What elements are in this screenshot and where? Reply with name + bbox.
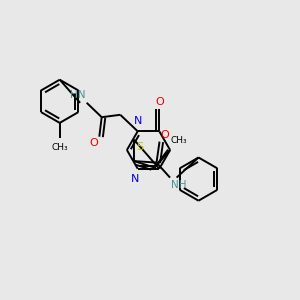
Text: O: O [89, 138, 98, 148]
Text: N: N [131, 174, 140, 184]
Text: NH: NH [171, 180, 186, 190]
Text: HN: HN [70, 90, 85, 100]
Text: S: S [136, 142, 143, 152]
Text: N: N [134, 116, 142, 126]
Text: CH₃: CH₃ [51, 143, 68, 152]
Text: CH₃: CH₃ [170, 136, 187, 145]
Text: O: O [160, 130, 169, 140]
Text: O: O [155, 97, 164, 107]
